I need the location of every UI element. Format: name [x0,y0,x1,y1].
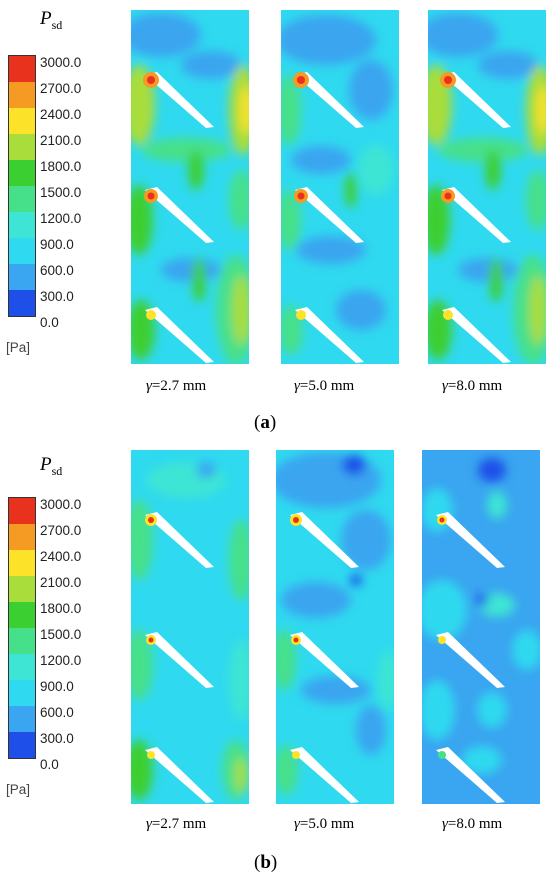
contour-map-gamma-2-7 [131,450,249,804]
caption-gamma-8-0: γ=8.0 mm [442,816,503,832]
blade-shape [436,747,505,803]
blade-shape [442,307,511,363]
colorbar-tick: 1800.0 [40,601,82,616]
colorbar-tick: 0.0 [40,315,59,330]
colorbar-title: Psd [40,454,63,478]
colorbar-tick: 600.0 [40,263,74,278]
subfigure-label-b: (b) [254,852,278,873]
caption-gamma-8-0: γ=8.0 mm [442,378,503,394]
colorbar-tick: 3000.0 [40,497,82,512]
colorbar-unit: [Pa] [6,340,31,355]
blade-shape [436,512,505,568]
subfigure-label-a: (a) [254,412,277,433]
panel-a: Psd 3000.0 2700.0 2400.0 2100.0 1800.0 1… [0,0,550,440]
colorbar-tick: 1200.0 [40,653,82,668]
colorbar [8,497,36,759]
contour-map-gamma-5-0 [276,450,394,804]
colorbar-tick: 600.0 [40,705,74,720]
colorbar-title: Psd [40,8,63,32]
colorbar-tick: 2100.0 [40,575,82,590]
blade-shape [145,72,214,128]
colorbar-tick: 1500.0 [40,185,82,200]
blade-shape [436,632,505,688]
contour-map-gamma-2-7 [131,10,249,364]
blade-shape [145,632,214,688]
blade-shape [442,72,511,128]
colorbar-tick: 2700.0 [40,81,82,96]
colorbar [8,55,36,317]
caption-gamma-5-0: γ=5.0 mm [294,378,355,394]
caption-gamma-2-7: γ=2.7 mm [146,816,207,832]
colorbar-tick: 1500.0 [40,627,82,642]
blade-shape [145,747,214,803]
blade-shape [295,187,364,243]
blade-shape [145,512,214,568]
panel-b: Psd 3000.0 2700.0 2400.0 2100.0 1800.0 1… [0,440,550,881]
colorbar-tick: 2400.0 [40,549,82,564]
colorbar-tick: 300.0 [40,289,74,304]
contour-map-gamma-8-0 [422,450,540,804]
blade-shape [145,307,214,363]
blade-shape [145,187,214,243]
colorbar-tick: 900.0 [40,679,74,694]
blade-shape [295,72,364,128]
blade-shape [290,747,359,803]
colorbar-tick: 1800.0 [40,159,82,174]
colorbar-unit: [Pa] [6,782,31,797]
colorbar-tick: 0.0 [40,757,59,772]
contour-map-gamma-5-0 [281,10,399,364]
caption-gamma-2-7: γ=2.7 mm [146,378,207,394]
colorbar-tick: 2400.0 [40,107,82,122]
colorbar-tick: 3000.0 [40,55,82,70]
contour-map-gamma-8-0 [428,10,546,364]
blade-shape [295,307,364,363]
blade-shape [442,187,511,243]
blade-shape [290,512,359,568]
colorbar-tick: 2100.0 [40,133,82,148]
colorbar-tick: 1200.0 [40,211,82,226]
colorbar-tick: 2700.0 [40,523,82,538]
colorbar-tick: 900.0 [40,237,74,252]
blade-shape [290,632,359,688]
colorbar-tick: 300.0 [40,731,74,746]
caption-gamma-5-0: γ=5.0 mm [294,816,355,832]
